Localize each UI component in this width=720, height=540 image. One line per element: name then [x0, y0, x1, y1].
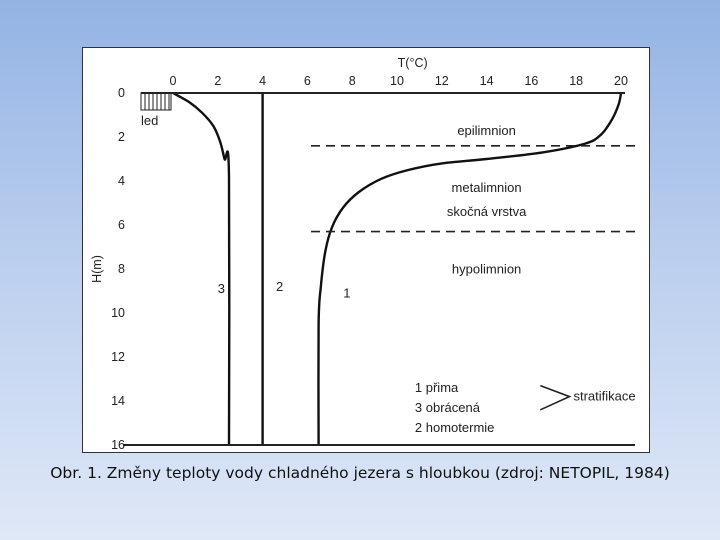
legend-group-label: stratifikace — [573, 389, 635, 404]
ice-label: led — [141, 113, 158, 128]
zone-label: hypolimnion — [452, 261, 521, 276]
legend-bracket — [540, 384, 572, 411]
y-tick-label: 10 — [111, 306, 125, 320]
series-line-1 — [317, 92, 623, 446]
y-tick-label: 12 — [111, 350, 125, 364]
x-tick-label: 20 — [614, 74, 628, 88]
series-label-3: 3 — [218, 281, 225, 296]
figure-caption: Obr. 1. Změny teploty vody chladného jez… — [50, 464, 670, 482]
legend-item: 2 homotermie — [415, 420, 494, 435]
series-label-2: 2 — [276, 279, 283, 294]
x-tick-label: 18 — [569, 74, 583, 88]
y-axis-label: H(m) — [90, 255, 104, 283]
figure-frame: led 0 2 4 6 8 10 12 14 16 18 20 T(°C) 0 2 4 6 8 10 12 14 16 H(… — [82, 47, 650, 453]
lines-group — [172, 91, 623, 446]
x-tick-label: 10 — [390, 74, 404, 88]
x-tick-label: 0 — [170, 74, 177, 88]
y-tick-label: 16 — [111, 438, 125, 452]
ice-hatch-group — [140, 92, 172, 111]
x-tick-label: 8 — [349, 74, 356, 88]
x-tick-label: 2 — [214, 74, 221, 88]
y-tick-label: 6 — [118, 218, 125, 232]
y-tick-label: 2 — [118, 130, 125, 144]
zone-label: metalimnion — [452, 180, 522, 195]
y-tick-label: 8 — [118, 262, 125, 276]
series-label-1: 1 — [343, 286, 350, 301]
legend-item: 1 přima — [415, 380, 459, 395]
x-tick-label: 6 — [304, 74, 311, 88]
x-tick-label: 14 — [480, 74, 494, 88]
y-tick-label: 0 — [118, 86, 125, 100]
y-tick-label: 14 — [111, 394, 125, 408]
y-tick-label: 4 — [118, 174, 125, 188]
x-tick-label: 12 — [435, 74, 449, 88]
zone-label: skočná vrstva — [447, 204, 527, 219]
x-tick-label: 16 — [524, 74, 538, 88]
x-axis-label: T(°C) — [398, 56, 428, 70]
legend-item: 3 obrácená — [415, 400, 481, 415]
x-tick-label: 4 — [259, 74, 266, 88]
zone-label: epilimnion — [457, 123, 516, 138]
series-line-3 — [172, 91, 231, 446]
axes-group — [123, 92, 635, 446]
